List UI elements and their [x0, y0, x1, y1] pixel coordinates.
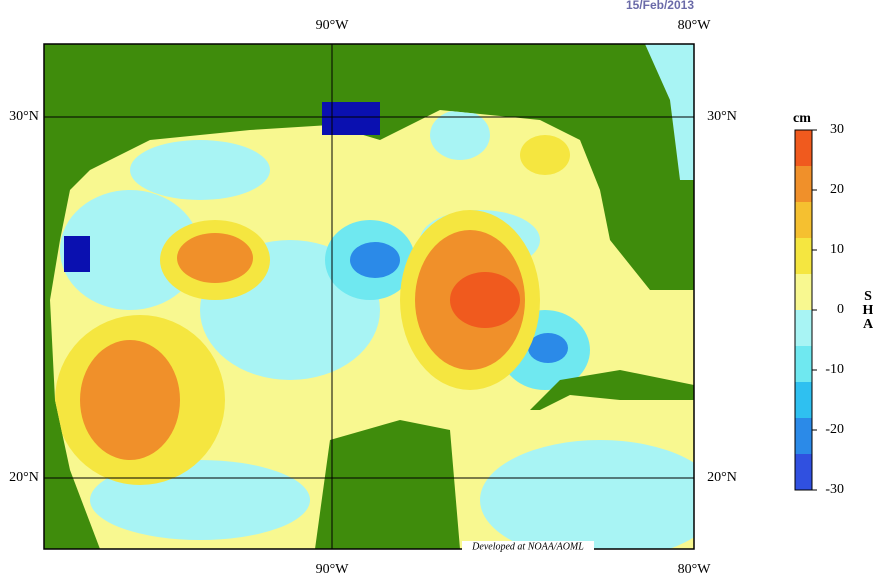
credit-box: [462, 541, 594, 552]
mask: [322, 102, 380, 135]
lon-label: 90°W: [316, 18, 350, 33]
colorbar-segment: [795, 238, 812, 274]
frame: [43, 43, 695, 550]
colorbar-segment: [795, 310, 812, 346]
colorbar-tick-label: -30: [825, 482, 844, 497]
colorbar-tick-label: -20: [825, 422, 844, 437]
colorbar-segment: [795, 382, 812, 418]
lon-label: 80°W: [678, 562, 712, 577]
colorbar-title: H: [863, 303, 873, 318]
colorbar-segment: [795, 346, 812, 382]
cuba: [530, 370, 694, 410]
lat-label: 20°N: [9, 470, 39, 485]
colorbar-tick-label: 30: [830, 122, 844, 137]
colorbar-segment: [795, 418, 812, 454]
colorbar-title: A: [863, 317, 873, 332]
date: 15/Feb/2013: [626, 0, 694, 12]
colorbar: cm S H A 30 20 10 0 -10 -20 -30: [793, 111, 873, 497]
colorbar-title: S: [864, 289, 872, 304]
colorbar-unit: cm: [793, 111, 811, 126]
colorbar-tick-label: 20: [830, 182, 844, 197]
lon-label: 80°W: [678, 18, 712, 33]
colorbar-segment: [795, 202, 812, 238]
credit: Developed at NOAA/AOML: [471, 541, 584, 552]
lat-label: 30°N: [9, 109, 39, 124]
colorbar-segment: [795, 130, 812, 166]
atlantic: [645, 44, 694, 180]
lat-label: 30°N: [707, 109, 737, 124]
colorbar-segment: [795, 454, 812, 490]
map: Developed at NOAA/AOML: [43, 43, 695, 552]
colorbar-tick-label: 10: [830, 242, 844, 257]
colorbar-segment: [795, 166, 812, 202]
mask: [64, 236, 90, 272]
colorbar-tick-label: -10: [825, 362, 844, 377]
colorbar-tick-label: 0: [837, 302, 844, 317]
colorbar-segment: [795, 274, 812, 310]
lon-label: 90°W: [316, 562, 350, 577]
lat-label: 20°N: [707, 470, 737, 485]
